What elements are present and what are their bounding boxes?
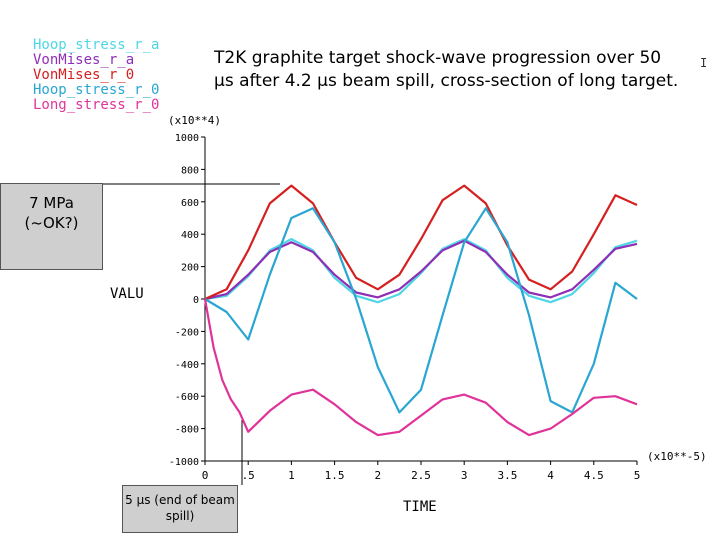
y-tick-label: -1000 [169, 457, 199, 468]
beam-spill-callout: 5 µs (end of beam spill) [122, 485, 238, 533]
x-axis-label: TIME [403, 499, 437, 515]
legend-entry-Hoop_stress_r_a: Hoop_stress_r_a [33, 37, 160, 53]
y-tick-label: 200 [181, 263, 199, 274]
x-tick-label: 1.5 [325, 469, 345, 482]
legend-entry-Hoop_stress_r_0: Hoop_stress_r_0 [33, 82, 160, 98]
x-tick-label: .5 [242, 469, 255, 482]
y-tick-label: 400 [181, 230, 199, 241]
x-tick-label: 5 [634, 469, 641, 482]
x-tick-label: 3.5 [497, 469, 517, 482]
y-tick-label: -600 [175, 392, 199, 403]
y-tick-label: 0 [193, 295, 199, 306]
legend-entry-Long_stress_r_0: Long_stress_r_0 [33, 97, 160, 113]
legend-entry-VonMises_r_a: VonMises_r_a [33, 52, 135, 68]
chart-title: T2K graphite target shock-wave progressi… [214, 48, 679, 91]
y-tick-label: 1000 [175, 133, 199, 144]
y-tick-label: -200 [175, 327, 199, 338]
x-tick-label: 2 [374, 469, 381, 482]
edge-label: I [700, 56, 708, 70]
legend-entry-VonMises_r_0: VonMises_r_0 [33, 67, 135, 83]
axes: 10008006004002000-200-400-600-800-10000.… [169, 133, 640, 482]
x-tick-label: 0 [202, 469, 209, 482]
y-tick-label: -800 [175, 425, 199, 436]
x-multiplier-label: (x10**-5) [647, 450, 707, 463]
y-axis-label: VALU [110, 286, 144, 302]
x-tick-label: 1 [288, 469, 295, 482]
x-tick-label: 2.5 [411, 469, 431, 482]
y-tick-label: 600 [181, 198, 199, 209]
x-tick-label: 3 [461, 469, 468, 482]
y-multiplier-label: (x10**4) [168, 114, 221, 127]
x-tick-label: 4.5 [584, 469, 604, 482]
series-line-Long_stress_r_0 [203, 298, 638, 437]
series-line-Hoop_stress_r_0 [204, 207, 638, 414]
series-line-VonMises_r_0 [204, 184, 638, 301]
y-tick-label: -400 [175, 360, 199, 371]
series-layer [203, 184, 638, 437]
series-line-VonMises_r_a [204, 239, 638, 301]
stress-limit-callout: 7 MPa (~OK?) [0, 183, 103, 270]
x-tick-label: 4 [547, 469, 554, 482]
y-tick-label: 800 [181, 165, 199, 176]
series-line-Hoop_stress_r_a [204, 238, 638, 304]
